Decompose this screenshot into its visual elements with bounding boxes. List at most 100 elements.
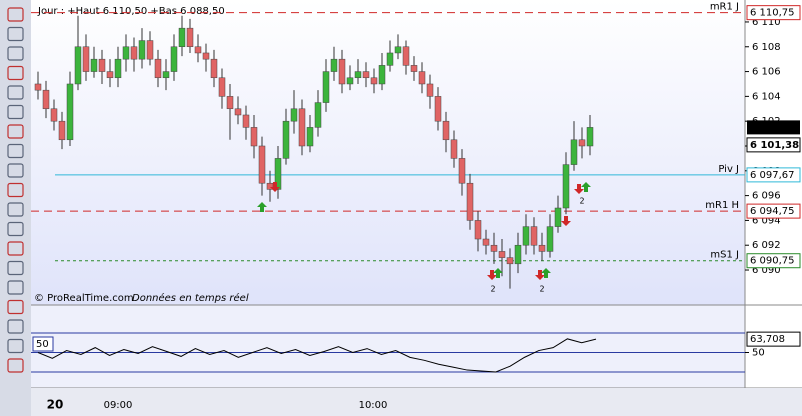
candle-body (506, 257, 514, 265)
candle-body (210, 58, 218, 79)
candle-body (258, 145, 266, 184)
candle-body (410, 65, 418, 72)
level-label: 6 097,67 (750, 170, 795, 181)
level-label: 6 110,75 (750, 8, 795, 19)
close-price-label: 6 101,38 (750, 140, 799, 151)
candle-body (170, 46, 178, 72)
tool-button[interactable] (7, 221, 24, 237)
price-panel (31, 0, 745, 305)
level-box (746, 5, 801, 21)
candle-body (386, 52, 394, 66)
tool-button[interactable] (7, 182, 24, 198)
last-price-label: 6 101,50 (750, 122, 799, 133)
tool-button[interactable] (7, 26, 24, 42)
last-value-box (746, 331, 801, 347)
panel-tag: 50 (36, 339, 49, 350)
x-tick-label: 10:00 (359, 400, 388, 411)
candle-body (282, 120, 290, 159)
tool-button[interactable] (7, 299, 24, 315)
candle-body (418, 71, 426, 85)
tool-button[interactable] (7, 260, 24, 276)
signal-arrow (561, 216, 571, 226)
candle-body (306, 127, 314, 147)
tool-button[interactable] (7, 358, 24, 373)
y-tick-label: 6 090 (752, 265, 781, 276)
tool-button[interactable] (7, 143, 24, 159)
level-name: mR1 H (705, 200, 739, 211)
candle-body (530, 226, 538, 246)
tool-button[interactable] (7, 85, 24, 100)
candle-body (202, 52, 210, 60)
y-tick-label: 6 094 (752, 215, 781, 226)
signal-arrow (270, 182, 280, 192)
candle-body (330, 58, 338, 72)
signal-label: 2 (539, 285, 544, 294)
oscillator-panel (31, 305, 745, 388)
candle-body (378, 65, 386, 85)
header: Jour : +Haut 6 110,50 +Bas 6 088,50 (37, 6, 225, 17)
signal-arrow (487, 270, 497, 280)
candle-body (194, 46, 202, 54)
candle-body (74, 46, 82, 85)
candle-body (370, 77, 378, 85)
tool-button[interactable] (7, 104, 24, 120)
candle-body (138, 40, 146, 60)
candle-body (362, 71, 370, 79)
tool-button[interactable] (7, 46, 24, 61)
candle-body (450, 139, 458, 159)
candle-body (314, 102, 322, 128)
last-value-label: 63,708 (750, 334, 785, 345)
tool-button[interactable] (7, 338, 24, 354)
y-tick-label: 6 104 (752, 91, 781, 102)
y-tick-label: 6 096 (752, 191, 781, 202)
candle-body (90, 58, 98, 72)
candle-body (298, 108, 306, 147)
candle-body (522, 226, 530, 246)
candle-body (122, 46, 130, 60)
x-tick-label: 20 (47, 398, 64, 412)
candle-body (42, 89, 50, 110)
signal-arrow (541, 268, 551, 278)
tool-button[interactable] (7, 124, 24, 139)
level-label: 6 090,75 (750, 256, 795, 267)
last-price-box (747, 120, 800, 135)
candle-body (290, 108, 298, 122)
candle-body (50, 108, 58, 122)
candle-body (98, 58, 106, 72)
tool-button[interactable] (7, 65, 24, 81)
candle-body (322, 71, 330, 103)
candle-body (242, 114, 250, 128)
tool-button[interactable] (7, 280, 24, 295)
candle-body (514, 244, 522, 265)
candle-body (346, 77, 354, 85)
signal-arrow (493, 268, 503, 278)
candle-body (162, 71, 170, 79)
level-label: 6 094,75 (750, 206, 795, 217)
candle-body (354, 71, 362, 79)
tool-button[interactable] (7, 241, 24, 256)
tool-button[interactable] (7, 202, 24, 217)
candle-body (114, 58, 122, 79)
toolbar (0, 0, 31, 416)
candle-body (186, 27, 194, 48)
level-box (746, 167, 801, 183)
tool-button[interactable] (7, 7, 24, 22)
candle-body (570, 139, 578, 165)
candle-body (338, 58, 346, 85)
x-tick-label: 09:00 (104, 400, 133, 411)
tool-button[interactable] (7, 163, 24, 178)
candle-body (394, 46, 402, 54)
y-tick-label: 6 106 (752, 67, 781, 78)
candle-body (538, 244, 546, 252)
time-axis (31, 388, 802, 416)
candle-body (466, 182, 474, 221)
y-tick-label: 6 108 (752, 42, 781, 53)
level-name: Piv J (718, 164, 739, 175)
close-price-box (746, 137, 801, 153)
candle-body (442, 120, 450, 141)
tool-button[interactable] (7, 319, 24, 334)
candle-body (434, 96, 442, 122)
candle-body (34, 83, 42, 91)
candle-body (146, 40, 154, 60)
